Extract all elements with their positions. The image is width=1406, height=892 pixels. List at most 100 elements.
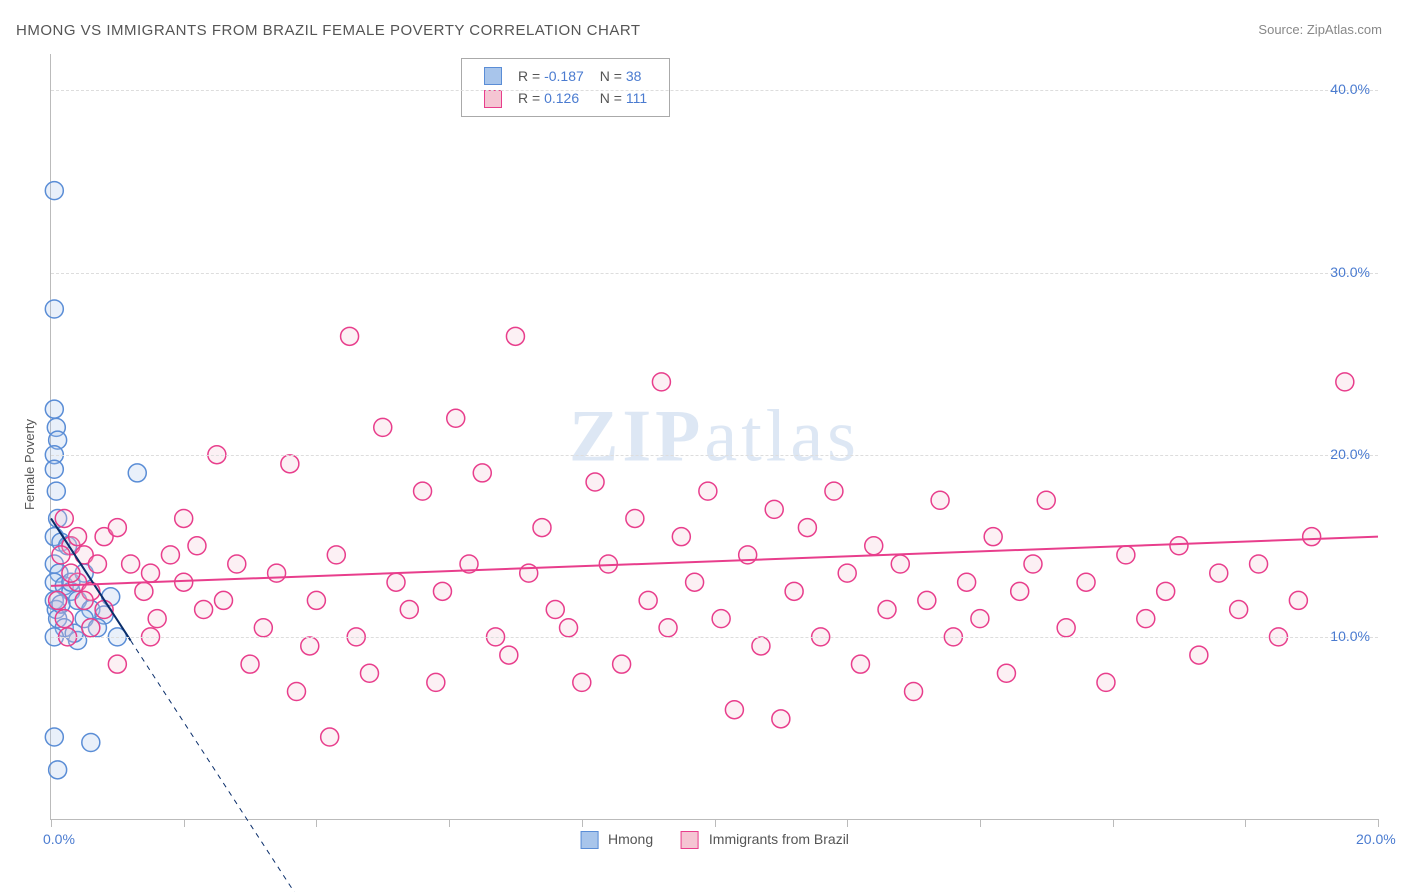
scatter-point [122,555,140,573]
swatch-brazil [484,90,502,108]
scatter-point [1037,491,1055,509]
scatter-point [1057,619,1075,637]
scatter-point [838,564,856,582]
scatter-point [228,555,246,573]
scatter-point [984,528,1002,546]
scatter-point [891,555,909,573]
scatter-point [307,591,325,609]
regression-line-dashed [131,641,330,892]
scatter-point [725,701,743,719]
scatter-point [1303,528,1321,546]
scatter-point [1077,573,1095,591]
scatter-point [546,601,564,619]
legend-label-brazil: Immigrants from Brazil [709,831,849,847]
scatter-point [433,582,451,600]
n-value-brazil: 111 [626,90,647,106]
scatter-point [47,482,65,500]
scatter-point [241,655,259,673]
n-label: N = [600,90,622,106]
source-attribution: Source: ZipAtlas.com [1258,22,1382,37]
scatter-point [215,591,233,609]
scatter-point [586,473,604,491]
scatter-point [281,455,299,473]
scatter-point [108,519,126,537]
scatter-point [1117,546,1135,564]
scatter-point [45,300,63,318]
scatter-point [374,418,392,436]
scatter-point [75,591,93,609]
scatter-point [573,673,591,691]
scatter-point [958,573,976,591]
scatter-point [506,327,524,345]
scatter-point [613,655,631,673]
scatter-point [672,528,690,546]
scatter-point [175,509,193,527]
scatter-point [686,573,704,591]
scatter-point [327,546,345,564]
scatter-point [188,537,206,555]
scatter-point [55,509,73,527]
scatter-point [387,573,405,591]
x-tick [51,819,52,827]
swatch-hmong [484,67,502,85]
grid-line [51,455,1378,456]
scatter-point [918,591,936,609]
scatter-point [49,761,67,779]
scatter-point [69,528,87,546]
n-value-hmong: 38 [626,68,642,84]
scatter-point [321,728,339,746]
swatch-hmong-bottom [580,831,598,849]
scatter-point [45,182,63,200]
scatter-point [473,464,491,482]
scatter-point [341,327,359,345]
scatter-point [148,610,166,628]
x-tick [1113,819,1114,827]
scatter-point [301,637,319,655]
grid-line [51,637,1378,638]
scatter-point [45,400,63,418]
scatter-point [108,655,126,673]
y-tick-label: 40.0% [1330,81,1370,97]
scatter-point [1170,537,1188,555]
scatter-point [161,546,179,564]
x-tick [847,819,848,827]
r-value-brazil: 0.126 [544,90,579,106]
scatter-point [360,664,378,682]
grid-line [51,90,1378,91]
scatter-point [712,610,730,628]
scatter-point [128,464,146,482]
scatter-point [175,573,193,591]
swatch-brazil-bottom [681,831,699,849]
x-tick-label: 20.0% [1356,831,1396,847]
scatter-point [1024,555,1042,573]
plot-area: ZIPatlas R = -0.187 N = 38 R = 0.126 N =… [50,54,1378,820]
scatter-point [1011,582,1029,600]
scatter-point [1230,601,1248,619]
y-tick-label: 30.0% [1330,264,1370,280]
scatter-point [785,582,803,600]
scatter-svg [51,54,1378,819]
scatter-point [135,582,153,600]
r-label: R = [518,90,540,106]
y-tick-label: 20.0% [1330,446,1370,462]
grid-line [51,273,1378,274]
source-link[interactable]: ZipAtlas.com [1307,22,1382,37]
scatter-point [195,601,213,619]
scatter-point [825,482,843,500]
scatter-point [652,373,670,391]
scatter-point [905,683,923,701]
legend-bottom: Hmong Immigrants from Brazil [568,831,861,849]
x-tick-label: 0.0% [43,831,75,847]
x-tick [715,819,716,827]
scatter-point [772,710,790,728]
scatter-point [82,734,100,752]
scatter-point [997,664,1015,682]
scatter-point [752,637,770,655]
scatter-point [414,482,432,500]
scatter-point [287,683,305,701]
scatter-point [626,509,644,527]
scatter-point [1097,673,1115,691]
legend-label-hmong: Hmong [608,831,653,847]
scatter-point [447,409,465,427]
scatter-point [1137,610,1155,628]
